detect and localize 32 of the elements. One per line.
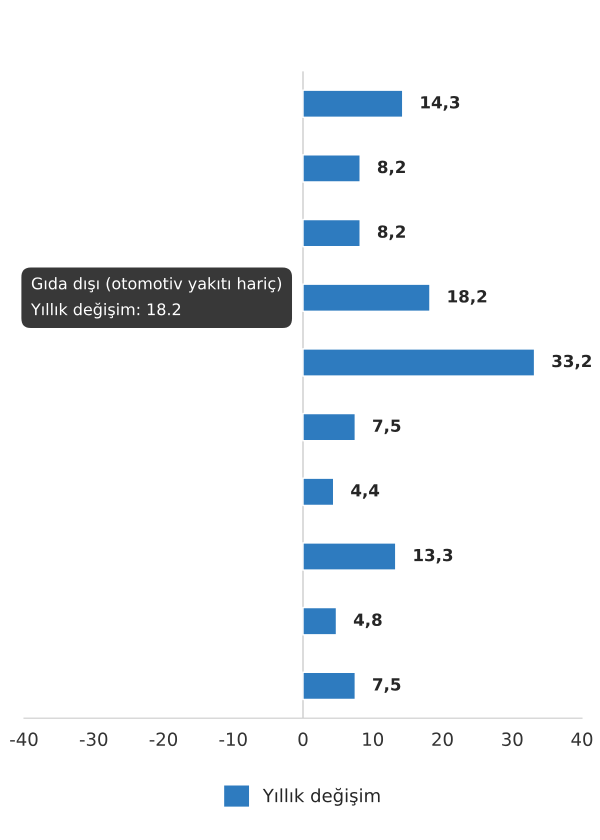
x-tick-label: 10 [363,732,384,746]
x-tick-label: 40 [571,732,592,746]
x-tick-label: 20 [432,732,453,746]
bar [302,218,361,248]
bar [302,89,404,118]
data-label: 8,2 [378,160,405,176]
x-tick-label: 0 [298,732,308,746]
bar [302,672,356,700]
annotation: Gıda dışı (otomotiv yakıtı hariç) [32,277,282,293]
bar [302,478,334,506]
bar [302,154,361,183]
data-label: 4,4 [351,484,380,499]
data-label: 14,3 [421,96,460,111]
bar [302,348,536,377]
x-tick-label: 30 [502,732,523,746]
data-label: 8,2 [378,225,405,240]
x-tick-label: -10 [219,732,247,746]
data-label: 33,2 [552,354,591,370]
bar [302,606,338,636]
data-label: 7,5 [373,420,400,434]
bar [302,284,431,312]
bar [302,542,396,571]
x-tick-label: -40 [10,732,38,746]
x-tick-label: -20 [150,732,178,746]
x-tick-label: -30 [80,732,108,746]
data-label: 13,3 [414,548,452,564]
legend-label: Yıllık değişim [262,788,380,806]
annotation: Yıllık değişim: 18.2 [30,302,180,318]
data-label: 4,8 [354,613,382,628]
data-label: 7,5 [373,678,400,693]
data-label: 18,2 [448,290,486,305]
bar [302,412,356,442]
